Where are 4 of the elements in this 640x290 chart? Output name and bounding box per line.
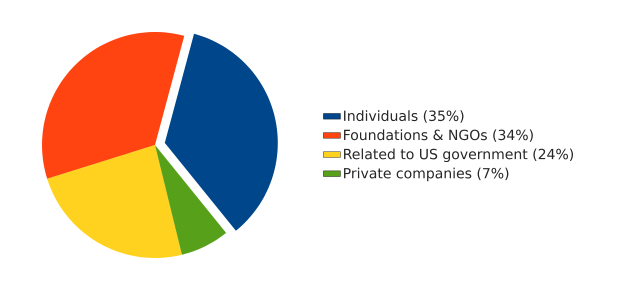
legend-label: Individuals (35%) xyxy=(344,110,464,123)
legend-label: Foundations & NGOs (34%) xyxy=(344,129,533,142)
legend-label: Private companies (7%) xyxy=(344,168,508,182)
legend-label: Related to US government (24%) xyxy=(344,148,574,162)
